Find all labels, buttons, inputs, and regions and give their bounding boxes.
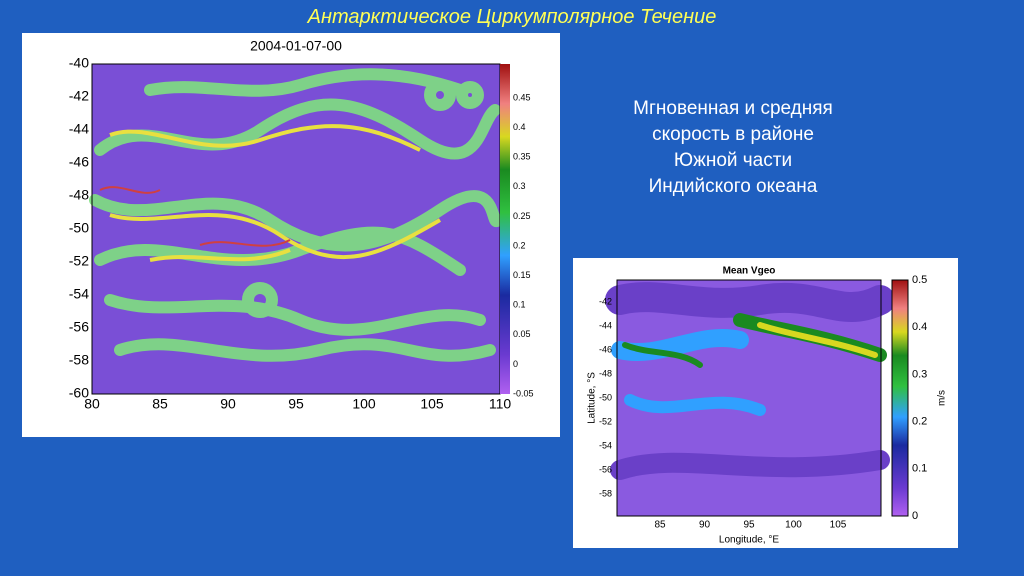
y-tick-label: -50 bbox=[599, 392, 612, 402]
field-pattern bbox=[109, 124, 442, 262]
y-tick-label: -44 bbox=[599, 320, 612, 330]
colorbar-tick-label: -0.05 bbox=[513, 388, 534, 398]
colorbar-tick-label: 0.2 bbox=[513, 240, 526, 250]
y-tick-label: -52 bbox=[69, 253, 89, 269]
x-tick-label: 105 bbox=[420, 396, 444, 412]
y-tick-label: -50 bbox=[69, 220, 89, 236]
colorbar-tick-label: 0.15 bbox=[513, 270, 531, 280]
colorbar-tick-label: 0.45 bbox=[513, 92, 531, 102]
x-tick-label: 85 bbox=[152, 396, 168, 412]
y-tick-label: -40 bbox=[69, 55, 89, 71]
x-tick-label: 90 bbox=[699, 520, 711, 531]
colorbar bbox=[891, 279, 909, 517]
y-tick-label: -56 bbox=[599, 464, 612, 474]
y-tick-label: -46 bbox=[599, 344, 612, 354]
field-pattern bbox=[605, 282, 895, 480]
slide-title: Антарктическое Циркумполярное Течение bbox=[307, 6, 717, 28]
colorbar-tick-label: 0.3 bbox=[513, 181, 526, 191]
x-tick-label: 85 bbox=[654, 520, 666, 531]
colorbar-tick-label: 0.1 bbox=[912, 463, 927, 475]
colorbar-tick-label: 0.2 bbox=[912, 416, 927, 428]
field-pattern bbox=[99, 186, 291, 247]
colorbar-tick-label: 0 bbox=[912, 510, 918, 522]
y-tick-label: -54 bbox=[69, 286, 89, 302]
y-tick-label: -46 bbox=[69, 154, 89, 170]
y-tick-label: -42 bbox=[69, 88, 89, 104]
y-tick-label: -56 bbox=[69, 319, 89, 335]
colorbar-label: m/s bbox=[937, 390, 948, 406]
y-tick-label: -54 bbox=[599, 440, 612, 450]
x-tick-label: 110 bbox=[489, 396, 512, 412]
x-tick-label: 95 bbox=[288, 396, 304, 412]
y-axis-label: Latitude, °S bbox=[587, 372, 598, 424]
y-tick-label: -52 bbox=[599, 416, 612, 426]
y-tick-label: -48 bbox=[69, 187, 89, 203]
slide-text: Мгновенная и средняя скорость в районе Ю… bbox=[633, 98, 833, 197]
colorbar-tick-label: 0.3 bbox=[912, 368, 927, 380]
colorbar-tick-label: 0 bbox=[513, 359, 518, 369]
colorbar-tick-label: 0.05 bbox=[513, 329, 531, 339]
plot-frame bbox=[616, 279, 882, 517]
colorbar-tick-label: 0.25 bbox=[513, 211, 531, 221]
y-tick-label: -48 bbox=[599, 368, 612, 378]
colorbar-tick-label: 0.35 bbox=[513, 152, 531, 162]
y-tick-label: -58 bbox=[599, 488, 612, 498]
y-tick-label: -58 bbox=[69, 352, 89, 368]
x-tick-label: 105 bbox=[830, 520, 847, 531]
colorbar bbox=[500, 64, 510, 394]
x-tick-label: 95 bbox=[743, 520, 755, 531]
x-tick-label: 80 bbox=[84, 396, 100, 412]
x-tick-label: 100 bbox=[352, 396, 376, 412]
colorbar-tick-label: 0.4 bbox=[912, 321, 927, 333]
figure-title: 2004-01-07-00 bbox=[250, 38, 342, 54]
x-tick-label: 100 bbox=[785, 520, 802, 531]
colorbar-tick-label: 0.5 bbox=[912, 274, 927, 286]
colorbar-tick-label: 0.1 bbox=[513, 300, 526, 310]
x-axis-label: Longitude, °E bbox=[719, 535, 779, 546]
y-tick-label: -44 bbox=[69, 121, 89, 137]
figure-title: Mean Vgeo bbox=[723, 266, 776, 277]
colorbar-tick-label: 0.4 bbox=[513, 122, 526, 132]
x-tick-label: 90 bbox=[220, 396, 236, 412]
y-tick-label: -60 bbox=[69, 385, 89, 401]
y-tick-label: -42 bbox=[599, 296, 612, 306]
field-pattern bbox=[89, 68, 504, 362]
